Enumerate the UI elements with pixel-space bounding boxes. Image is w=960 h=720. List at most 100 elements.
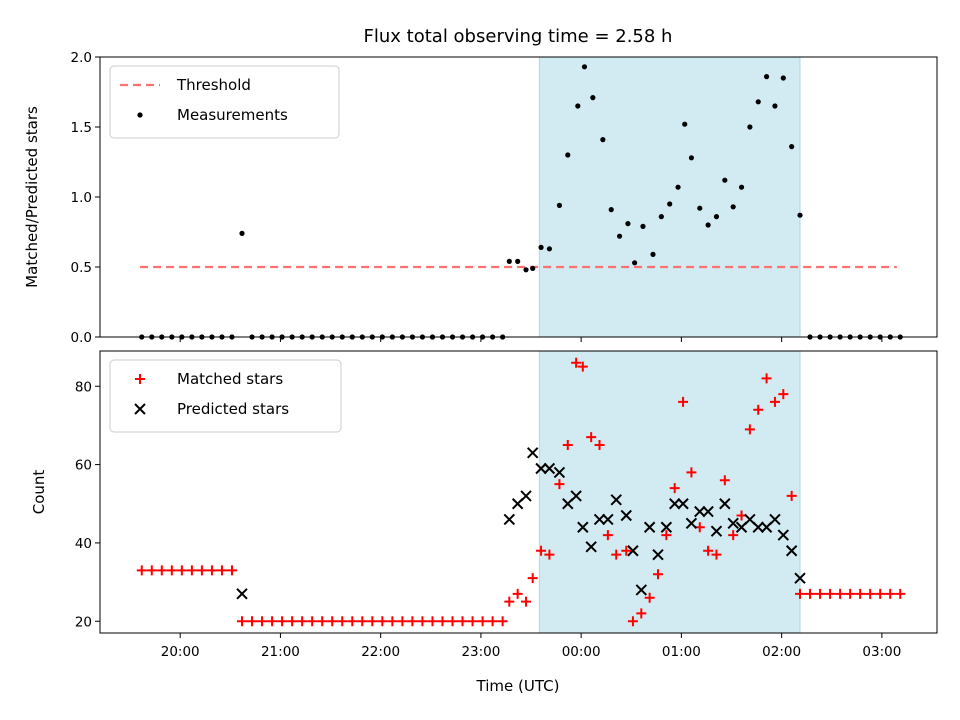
legend-measurement-swatch [137, 112, 143, 118]
predicted-star-point [727, 517, 739, 530]
measurement-point [797, 212, 803, 218]
predicted-star-point [643, 521, 656, 533]
predicted-star-point [526, 447, 539, 459]
predicted-star-point [610, 494, 622, 506]
matched-star-point [317, 616, 328, 627]
matched-star-point [744, 424, 755, 435]
matched-star-point [387, 616, 398, 627]
measurement-point [763, 74, 770, 80]
matched-star-point [761, 373, 772, 384]
matched-star-point [287, 616, 298, 627]
predicted-star-point [535, 462, 547, 475]
bottom-y-tick-label: 80 [75, 379, 92, 395]
matched-star-point [377, 616, 388, 627]
bottom-plot-frame [99, 350, 938, 634]
measurement-point [565, 152, 571, 158]
measurement-point [640, 223, 646, 229]
predicted-star-point [710, 525, 723, 537]
matched-star-point [307, 616, 318, 627]
matched-star-point [407, 616, 418, 627]
predicted-star-point [236, 588, 248, 600]
x-tick-label: 20:00 [161, 644, 200, 660]
matched-star-point [795, 588, 806, 599]
measurement-point [515, 258, 521, 264]
top-legend-box [109, 65, 340, 139]
x-tick-label: 01:00 [662, 644, 701, 660]
top-plot-frame [99, 56, 938, 338]
x-tick-label: 00:00 [562, 644, 601, 660]
matched-star-point [166, 565, 177, 576]
legend-label: Matched stars [177, 370, 283, 388]
measurement-point [538, 244, 544, 250]
measurement-point [506, 258, 512, 264]
matched-star-point [477, 616, 488, 627]
x-tick-label: 21:00 [261, 644, 300, 660]
measurement-point [697, 205, 703, 211]
measurement-point [772, 103, 778, 109]
matched-star-point [447, 616, 458, 627]
matched-star-point [357, 616, 368, 627]
matched-star-point [467, 616, 478, 627]
matched-star-point [602, 530, 613, 541]
matched-star-point [247, 616, 258, 627]
matched-star-point [835, 588, 846, 599]
matched-star-point [527, 573, 538, 584]
matched-star-point [644, 592, 655, 603]
matched-star-point [577, 361, 588, 372]
matched-star-point [661, 530, 672, 541]
x-axis-label: Time (UTC) [476, 677, 560, 695]
matched-star-point [347, 616, 358, 627]
measurement-point [616, 233, 623, 239]
matched-star-point [512, 588, 523, 599]
matched-star-point [186, 565, 197, 576]
matched-star-point [457, 616, 468, 627]
matched-star-point [815, 588, 826, 599]
bottom-y-tick-label: 60 [75, 458, 92, 474]
bottom-y-tick-label: 40 [75, 536, 92, 552]
matched-star-point [825, 588, 836, 599]
top-y-axis-label: Matched/Predicted stars [23, 106, 41, 288]
matched-star-point [554, 479, 565, 490]
matched-star-point [611, 549, 622, 560]
matched-star-point [769, 396, 780, 407]
bottom-legend: Matched stars Predicted stars [109, 359, 342, 433]
measurement-point [523, 267, 529, 273]
measurement-point [780, 75, 786, 81]
predicted-star-point [553, 466, 566, 479]
measurement-point [747, 124, 753, 130]
predicted-star-point [694, 505, 706, 518]
predicted-star-point [719, 498, 731, 510]
matched-star-point [875, 588, 886, 599]
matched-star-point [267, 616, 278, 627]
matched-star-point [653, 569, 663, 580]
measurement-point [600, 137, 606, 143]
predicted-star-point [794, 572, 806, 584]
predicted-star-point [503, 513, 516, 526]
matched-star-point [544, 549, 555, 560]
bottom-legend-box [109, 359, 342, 433]
measurement-point [722, 177, 728, 183]
matched-star-point [728, 530, 739, 541]
measurement-point [530, 265, 536, 271]
matched-star-point [146, 565, 157, 576]
top-legend: Threshold Measurements [109, 65, 340, 139]
matched-star-point [594, 440, 605, 450]
matched-star-point [226, 565, 237, 576]
matched-star-point [257, 616, 268, 627]
measurement-point [650, 251, 656, 257]
bottom-y-axis-label: Count [30, 470, 48, 515]
bottom-y-tick-label: 20 [75, 614, 92, 630]
predicted-star-point [685, 517, 698, 530]
measurement-point [682, 121, 688, 127]
matched-star-point [216, 565, 227, 576]
bottom-series-1 [236, 447, 806, 600]
matched-star-point [621, 545, 632, 556]
matched-star-point [669, 483, 680, 494]
matched-star-point [719, 475, 730, 486]
bottom-observing-span [538, 350, 801, 634]
legend-label: Predicted stars [177, 400, 289, 418]
predicted-star-point [785, 545, 798, 557]
matched-star-point [778, 389, 789, 400]
matched-star-point [805, 588, 816, 599]
measurement-point [625, 221, 631, 227]
